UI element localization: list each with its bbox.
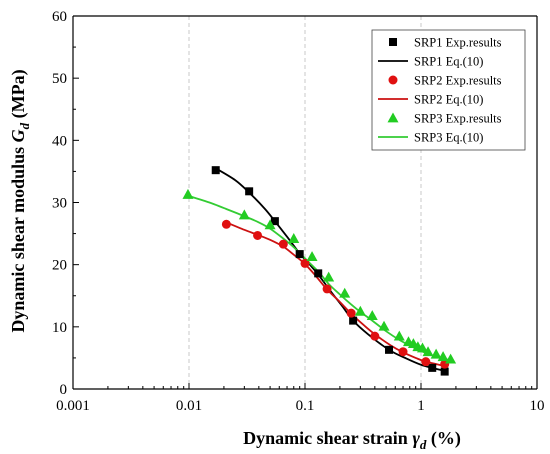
- y-tick-label-0: 0: [60, 382, 68, 398]
- x-axis-title-unit: (%): [426, 428, 461, 449]
- y-axis-title: Dynamic shear modulus Gd (MPa): [8, 69, 32, 332]
- data-point-s4-2: [264, 219, 276, 230]
- data-point-s2-0: [221, 219, 231, 229]
- data-point-s2-4: [322, 284, 332, 294]
- data-point-s0-5: [349, 316, 358, 325]
- data-point-s4-15: [422, 346, 434, 357]
- data-point-s0-7: [428, 363, 437, 372]
- data-point-s4-3: [288, 233, 300, 243]
- data-point-s0-6: [385, 345, 394, 354]
- y-axis-title-sub: d: [17, 122, 32, 129]
- data-point-s0-1: [245, 187, 254, 196]
- x-tick-label-3: 1: [417, 398, 425, 414]
- x-tick-label-1: 0.01: [176, 398, 202, 414]
- legend-label-0: SRP1 Exp.results: [414, 36, 502, 50]
- legend-label-5: SRP3 Eq.(10): [414, 131, 483, 145]
- data-point-s4-16: [430, 348, 442, 359]
- data-point-s0-3: [295, 250, 304, 259]
- data-point-s2-6: [370, 331, 380, 341]
- data-point-s0-4: [314, 269, 323, 278]
- data-point-s0-0: [211, 166, 220, 175]
- series-points: [182, 166, 457, 376]
- data-point-s2-5: [346, 308, 356, 318]
- x-axis-title: Dynamic shear strain γd (%): [243, 428, 461, 452]
- series-line-1: [215, 167, 445, 372]
- data-point-s4-4: [306, 251, 318, 261]
- x-tick-label-0: 0.001: [56, 398, 90, 414]
- data-point-s2-2: [278, 239, 288, 249]
- data-point-s4-8: [366, 310, 378, 321]
- legend-label-1: SRP1 Eq.(10): [414, 55, 483, 69]
- legend-marker-4: [387, 112, 399, 123]
- x-axis-title-symbol: γ: [412, 428, 420, 448]
- y-axis-title-unit: (MPa): [8, 69, 29, 122]
- y-axis-title-main: Dynamic shear modulus: [8, 142, 28, 332]
- x-axis-title-sub: d: [420, 437, 427, 452]
- data-point-s4-9: [378, 320, 390, 331]
- legend-label-2: SRP2 Exp.results: [414, 74, 502, 88]
- data-point-s2-3: [300, 258, 310, 268]
- x-tick-label-4: 10: [530, 398, 545, 414]
- y-tick-label-1: 10: [52, 320, 67, 336]
- data-point-s4-7: [354, 305, 366, 316]
- legend-label-3: SRP2 Eq.(10): [414, 93, 483, 107]
- legend-marker-0: [389, 38, 397, 46]
- legend: SRP1 Exp.results SRP1 Eq.(10) SRP2 Exp.res…: [371, 29, 526, 151]
- data-point-s4-18: [445, 353, 457, 364]
- x-axis-title-main: Dynamic shear strain: [243, 428, 412, 448]
- data-point-s0-2: [270, 217, 279, 226]
- data-point-s2-8: [421, 357, 431, 367]
- data-point-s0-8: [440, 367, 449, 376]
- data-point-s4-14: [416, 342, 428, 353]
- y-tick-label-2: 20: [52, 258, 67, 274]
- data-point-s4-1: [238, 209, 250, 220]
- data-point-s4-10: [393, 330, 405, 341]
- y-tick-label-4: 40: [52, 133, 67, 149]
- data-point-s4-6: [339, 287, 351, 298]
- y-tick-label-6: 60: [52, 9, 67, 25]
- data-point-s4-17: [437, 351, 449, 362]
- y-tick-label-5: 50: [52, 71, 67, 87]
- data-point-s4-0: [182, 188, 194, 199]
- data-point-s2-7: [398, 347, 408, 357]
- y-axis-title-symbol: G: [8, 129, 28, 142]
- y-tick-label-3: 30: [52, 196, 67, 212]
- legend-marker-2: [388, 75, 398, 85]
- data-point-s4-5: [323, 271, 335, 282]
- x-tick-label-2: 0.1: [296, 398, 315, 414]
- data-point-s2-1: [253, 230, 263, 240]
- legend-box: [371, 29, 526, 151]
- legend-label-4: SRP3 Exp.results: [414, 112, 502, 126]
- axes: 0.001 0.01 0.1 1 10 0 10 20 30 40 50 60: [52, 9, 545, 414]
- grid-lines: [188, 16, 422, 389]
